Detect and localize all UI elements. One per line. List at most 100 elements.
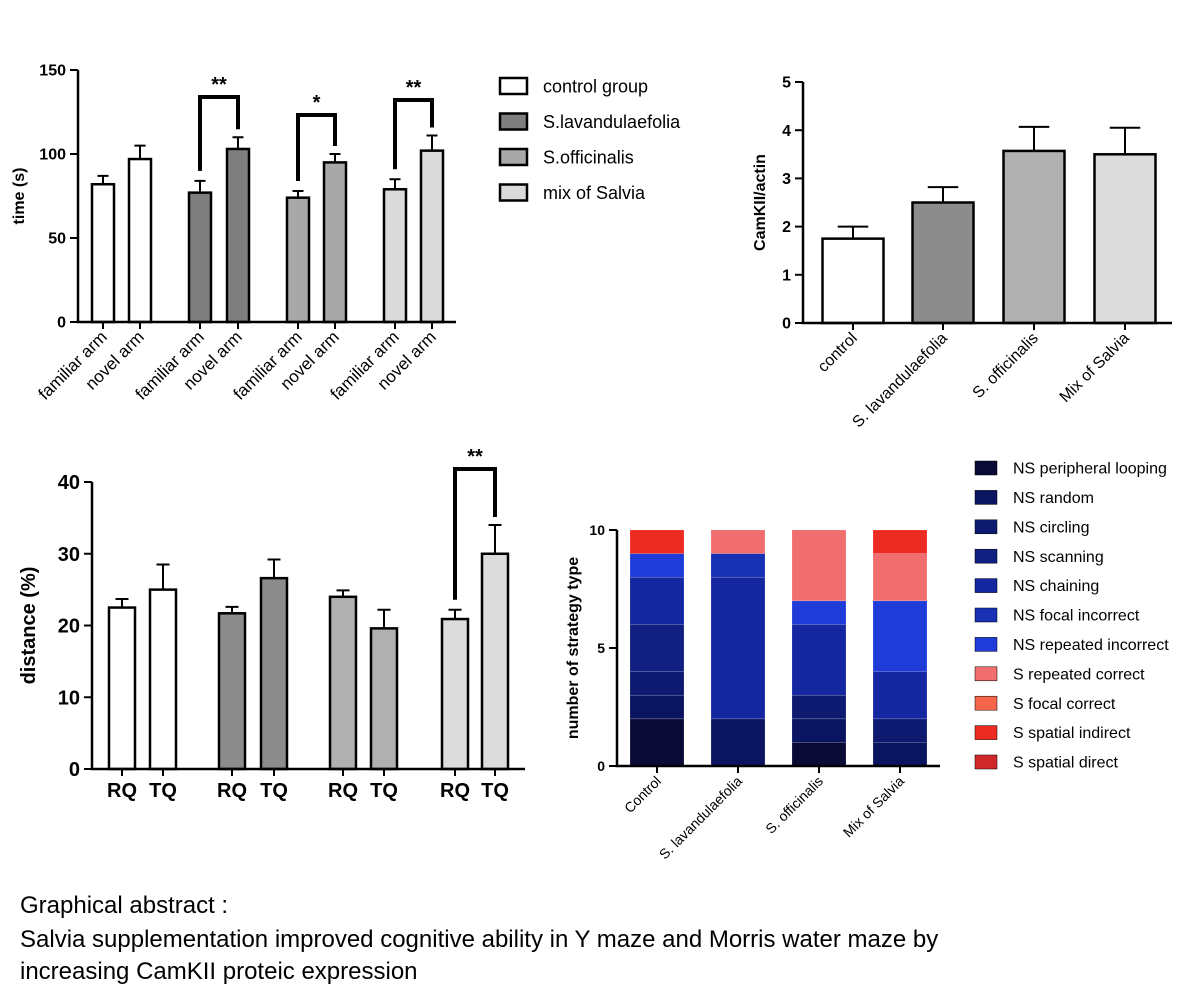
bar-segment [629, 553, 685, 578]
bar-segment [791, 718, 847, 743]
bar-segment [872, 553, 928, 602]
legend-swatch [498, 112, 529, 131]
legend-label: NS random [1013, 490, 1094, 507]
legend-swatch [498, 147, 529, 167]
error-bar [194, 179, 206, 193]
error-bar [329, 153, 341, 163]
bar [225, 147, 251, 324]
y-tick-label: 100 [39, 147, 66, 164]
bar [1002, 149, 1066, 325]
error-bar [292, 189, 304, 198]
y-tick-label: 5 [782, 75, 791, 92]
legend-swatch [974, 490, 998, 505]
bar [419, 149, 445, 324]
legend-label: S.officinalis [543, 147, 634, 167]
y-tick-label: 0 [57, 315, 66, 332]
caption-title: Graphical abstract : [20, 892, 228, 919]
y-tick-label: 10 [589, 522, 605, 538]
x-tick-label: RQ [217, 780, 247, 802]
legend-label: mix of Salvia [543, 183, 646, 203]
error-bar [488, 524, 502, 554]
x-tick-label: RQ [440, 780, 470, 802]
bar-segment [872, 742, 928, 767]
legend-swatch [974, 519, 998, 535]
bar [107, 606, 137, 771]
error-bar [1109, 126, 1141, 155]
legend-swatch [974, 548, 998, 564]
x-tick-label: S. officinalis [970, 330, 1042, 402]
legend-label: control group [543, 76, 648, 96]
legend-swatch [974, 725, 998, 740]
bar [148, 588, 178, 771]
significance-label: ** [211, 74, 227, 96]
bar [187, 191, 213, 324]
y-axis-label: distance (%) [18, 567, 40, 685]
error-bar [448, 608, 462, 620]
x-tick-label: Mix of Salvia [1057, 330, 1133, 406]
bar-segment [791, 529, 847, 602]
bar-segment [629, 671, 685, 696]
significance-bracket [393, 98, 434, 170]
y-tick-label: 40 [58, 472, 80, 494]
bar [285, 196, 311, 324]
bar [1093, 153, 1157, 325]
y-tick-label: 5 [597, 640, 605, 656]
x-tick-label: S. officinalis [762, 773, 826, 837]
significance-bracket [296, 113, 337, 181]
y-tick-label: 4 [782, 123, 791, 140]
bar [440, 617, 470, 771]
bar-segment [791, 742, 847, 767]
bar [259, 576, 289, 771]
y-tick-label: 20 [58, 616, 80, 638]
y-tick-label: 10 [58, 687, 80, 709]
error-bar [156, 563, 170, 590]
error-bar [134, 144, 146, 160]
bar-segment [629, 624, 685, 672]
legend-swatch [974, 695, 998, 711]
legend-label: NS focal incorrect [1013, 608, 1140, 625]
bar-segment [872, 600, 928, 672]
error-bar [927, 186, 959, 203]
bar [821, 237, 885, 325]
error-bar [232, 136, 244, 149]
legend-swatch [498, 183, 529, 202]
x-tick-label: Control [621, 773, 664, 816]
y-tick-label: 30 [58, 544, 80, 566]
legend-swatch [974, 460, 998, 476]
legend-swatch [974, 607, 998, 623]
y-axis-label: number of strategy type [565, 557, 582, 739]
bar-segment [872, 718, 928, 743]
bar [217, 612, 247, 771]
bar [90, 182, 116, 324]
error-bar [97, 174, 109, 185]
bar [322, 161, 348, 324]
legend-label: S spatial indirect [1013, 725, 1131, 742]
bar-segment [791, 694, 847, 720]
y-tick-label: 3 [782, 171, 791, 188]
bar [911, 201, 975, 325]
legend-label: NS chaining [1013, 578, 1099, 595]
legend-swatch [974, 637, 998, 652]
bar-segment [629, 576, 685, 625]
x-tick-label: Mix of Salvia [840, 773, 908, 841]
legend-swatch [974, 578, 998, 593]
x-tick-label: S. lavandulaefolia [849, 330, 950, 431]
legend-swatch [974, 754, 998, 770]
bar [382, 188, 408, 324]
bar-segment [629, 718, 685, 767]
significance-label: ** [467, 446, 483, 468]
y-tick-label: 0 [597, 758, 605, 774]
bar-segment [710, 576, 766, 720]
legend-label: S focal correct [1013, 696, 1116, 713]
legend-label: S repeated correct [1013, 666, 1145, 683]
bar-segment [629, 694, 685, 720]
bar [127, 157, 153, 324]
y-tick-label: 0 [782, 316, 791, 333]
y-axis-label: time (s) [11, 168, 28, 225]
bar-segment [872, 671, 928, 720]
x-tick-label: TQ [260, 780, 288, 802]
x-tick-label: control [815, 330, 861, 376]
bar [480, 552, 510, 771]
significance-bracket [453, 467, 497, 600]
